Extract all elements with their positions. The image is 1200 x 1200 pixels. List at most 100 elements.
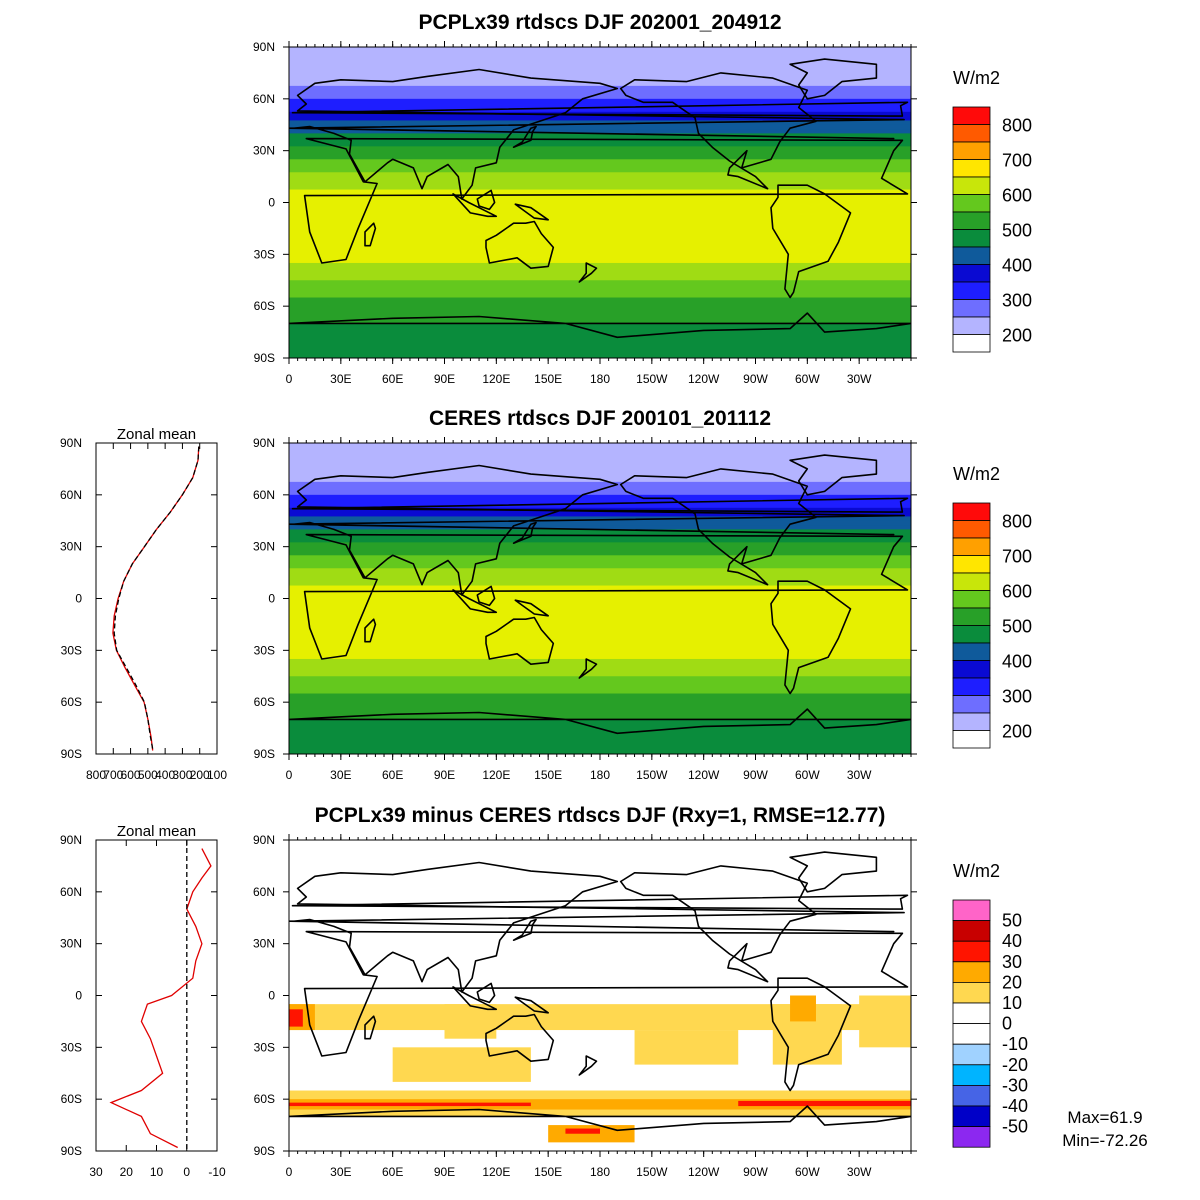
colorbar-label: 0 — [1002, 1014, 1012, 1034]
colorbar-box — [953, 713, 990, 731]
y-tick-label: 90N — [253, 436, 275, 450]
field-band — [289, 685, 911, 690]
colorbar-label: 20 — [1002, 972, 1022, 992]
panel-model: PCPLx39 rtdscs DJF 202001_204912 0 30E 60E… — [253, 11, 1032, 386]
x-tick-label: 60W — [795, 768, 820, 782]
field-band — [289, 555, 911, 560]
field-band — [289, 272, 911, 277]
field-band — [289, 482, 911, 487]
x-tick-label: 150W — [636, 768, 668, 782]
x-tick-label: 60W — [795, 372, 820, 386]
x-tick-label: 150W — [636, 1165, 668, 1179]
colorbar-label: 400 — [1002, 652, 1032, 672]
x-tick-label: 60E — [382, 768, 403, 782]
field-band — [289, 155, 911, 160]
field-band — [289, 737, 911, 742]
colorbar-box — [953, 177, 990, 195]
zonal-mean-diff: Zonal mean90N60N30N030S60S90S30 20 10 0 -10 — [60, 823, 226, 1179]
stat-max: Max=61.9 — [1067, 1108, 1142, 1127]
field-band — [289, 655, 911, 660]
panel-model-title: PCPLx39 rtdscs DJF 202001_204912 — [418, 11, 781, 34]
field-band — [289, 624, 911, 629]
field-band — [289, 276, 911, 281]
zonal-x-label: 0 — [183, 1165, 190, 1179]
colorbar-box — [953, 335, 990, 353]
field-band — [289, 142, 911, 147]
zonal-mean-title: Zonal mean — [117, 823, 196, 840]
field-band — [289, 594, 911, 599]
field-band — [289, 341, 911, 346]
zonal-x-label: 30 — [89, 1165, 103, 1179]
field-band — [289, 629, 911, 634]
zonal-y-label: 0 — [75, 592, 82, 606]
field-band — [289, 310, 911, 315]
x-tick-label: 150E — [534, 372, 562, 386]
colorbar-label: 600 — [1002, 186, 1032, 206]
field-band — [289, 298, 911, 303]
field-band — [289, 203, 911, 208]
y-tick-label: 0 — [268, 592, 275, 606]
colorbar-box — [953, 696, 990, 714]
field-band — [289, 220, 911, 225]
x-tick-label: 180 — [590, 768, 610, 782]
x-tick-label: 90E — [434, 1165, 455, 1179]
zonal-y-label: 60S — [61, 1092, 82, 1106]
field-band — [289, 280, 911, 285]
field-band — [289, 69, 911, 74]
colorbar-box — [953, 1044, 990, 1065]
field-band — [289, 694, 911, 699]
colorbar-label: 400 — [1002, 256, 1032, 276]
field-band — [289, 443, 911, 448]
panel-diff-colorbar: W/m250403020100-10-20-30-40-50 — [953, 861, 1028, 1147]
colorbar-box — [953, 982, 990, 1003]
field-band — [289, 172, 911, 177]
field-band — [289, 469, 911, 474]
field-band — [289, 551, 911, 556]
panel-model-colorbar: W/m2800700600500400300200 — [953, 68, 1032, 352]
colorbar-label: 300 — [1002, 687, 1032, 707]
anomaly-patch — [565, 1129, 600, 1134]
field-band — [289, 177, 911, 182]
field-band — [289, 285, 911, 290]
colorbar-box — [953, 1003, 990, 1024]
zonal-y-label: 60S — [61, 695, 82, 709]
field-band — [289, 181, 911, 186]
zonal-y-label: 30N — [60, 937, 82, 951]
anomaly-patch — [635, 1030, 739, 1065]
zonal-mean-obs: Zonal mean 90N 60N 30N 0 30S 60S 90S 80070060050… — [60, 426, 227, 782]
colorbar-box — [953, 195, 990, 213]
colorbar-box — [953, 107, 990, 125]
colorbar-box — [953, 160, 990, 178]
field-band — [289, 146, 911, 151]
panel-obs-colorbar: W/m2800700600500400300200 — [953, 464, 1032, 748]
x-tick-label: 180 — [590, 372, 610, 386]
anomaly-patch — [859, 996, 911, 1048]
zonal-mean-title: Zonal mean — [117, 426, 196, 443]
colorbar-unit: W/m2 — [953, 68, 1000, 88]
x-tick-label: 150E — [534, 768, 562, 782]
x-tick-label: 30E — [330, 372, 351, 386]
colorbar-box — [953, 247, 990, 265]
x-tick-label: 120E — [482, 768, 510, 782]
field-band — [289, 689, 911, 694]
x-tick-label: 90W — [743, 1165, 768, 1179]
field-band — [289, 47, 911, 52]
colorbar-label: 10 — [1002, 993, 1022, 1013]
field-band — [289, 663, 911, 668]
colorbar-label: -10 — [1002, 1034, 1028, 1054]
colorbar-label: 500 — [1002, 617, 1032, 637]
field-band — [289, 447, 911, 452]
field-band — [289, 607, 911, 612]
colorbar-box — [953, 1085, 990, 1106]
field-band — [289, 646, 911, 651]
y-tick-label: 90S — [254, 747, 275, 761]
colorbar-box — [953, 941, 990, 962]
anomaly-patch — [738, 1101, 911, 1106]
field-band — [289, 215, 911, 220]
zonal-y-label: 60N — [60, 885, 82, 899]
x-tick-label: 30E — [330, 768, 351, 782]
x-tick-label: 120E — [482, 1165, 510, 1179]
field-band — [289, 259, 911, 264]
colorbar-label: 700 — [1002, 151, 1032, 171]
y-tick-label: 60S — [254, 299, 275, 313]
